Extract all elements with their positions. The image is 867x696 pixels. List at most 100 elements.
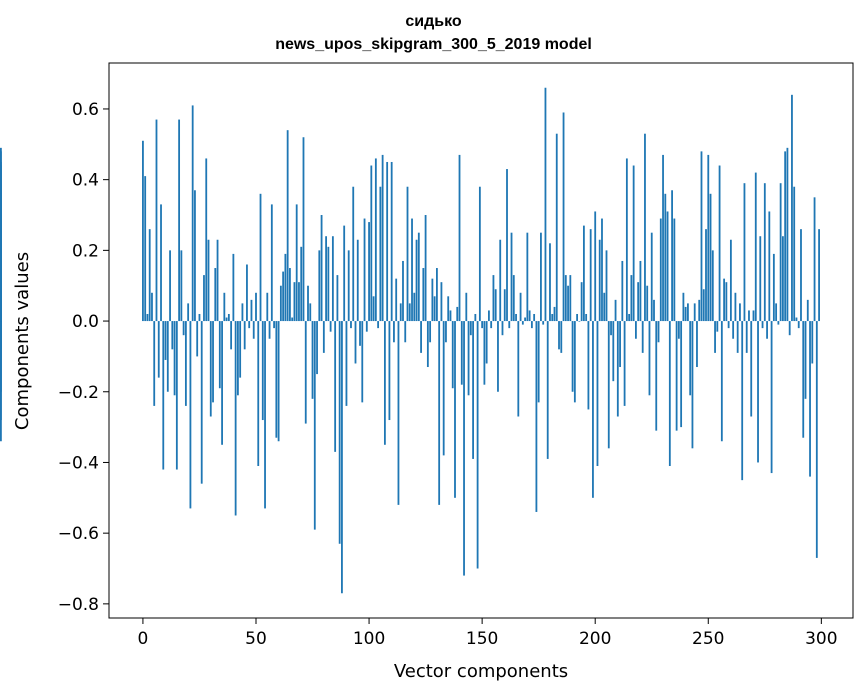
bar — [521, 321, 524, 325]
bar — [757, 321, 759, 463]
bar — [227, 313, 230, 322]
bar — [207, 239, 210, 322]
bar — [223, 292, 226, 322]
bar — [754, 172, 757, 322]
bar — [318, 250, 321, 322]
bar — [221, 321, 223, 445]
bar — [203, 275, 205, 322]
bar — [818, 229, 820, 322]
bar — [200, 321, 203, 484]
bar — [573, 321, 576, 403]
bar — [361, 321, 364, 403]
bar — [497, 321, 499, 392]
bar — [752, 310, 755, 322]
bar — [761, 321, 764, 329]
bar — [720, 321, 723, 442]
bar — [766, 321, 768, 339]
bar — [578, 321, 581, 322]
bar — [0, 193, 2, 322]
bar — [189, 321, 192, 509]
bar — [650, 232, 653, 322]
y-tick-label: 0.6 — [72, 100, 99, 120]
bar — [705, 229, 707, 322]
bar — [209, 321, 212, 417]
bar — [436, 268, 438, 322]
y-tick-label: −0.2 — [58, 383, 99, 403]
bar — [383, 321, 386, 445]
bar — [388, 321, 391, 421]
bar — [316, 321, 318, 375]
bar — [549, 243, 551, 322]
bar — [802, 321, 805, 438]
bar — [800, 229, 802, 322]
bar — [438, 321, 441, 505]
y-tick-label: 0.0 — [72, 312, 99, 332]
bar — [148, 229, 151, 322]
bar — [343, 225, 346, 322]
bar — [381, 154, 384, 322]
bar — [255, 292, 257, 322]
bar — [336, 275, 339, 322]
bar — [542, 321, 545, 325]
y-tick-label: −0.4 — [58, 453, 99, 473]
bar — [350, 321, 352, 329]
bar — [151, 292, 153, 322]
bar — [614, 299, 617, 322]
bar — [499, 239, 502, 322]
bar — [702, 289, 705, 322]
bar — [657, 321, 660, 343]
bar — [293, 282, 296, 322]
bar — [424, 215, 427, 322]
bar — [368, 222, 370, 322]
bar — [786, 147, 789, 322]
bar — [646, 285, 649, 322]
bar — [216, 239, 219, 322]
bar — [257, 321, 260, 466]
bar — [277, 321, 280, 442]
bar — [264, 321, 266, 509]
bar — [659, 218, 662, 322]
bar — [576, 313, 579, 322]
bar — [630, 275, 633, 322]
bar — [564, 275, 567, 322]
bar — [555, 133, 558, 322]
bar — [374, 158, 377, 322]
bar — [447, 296, 450, 322]
bar — [515, 313, 517, 322]
bar — [551, 313, 554, 322]
bar — [637, 282, 640, 322]
bar — [779, 183, 782, 322]
bar — [709, 193, 712, 322]
bar — [811, 321, 814, 364]
bar — [345, 321, 348, 406]
bar — [237, 321, 239, 396]
bar — [304, 321, 307, 424]
bar — [528, 310, 531, 322]
bar — [322, 321, 325, 353]
x-tick-label: 150 — [466, 629, 498, 649]
bar — [259, 193, 262, 322]
bar — [781, 236, 784, 322]
bar — [503, 289, 506, 322]
bar — [483, 321, 486, 385]
bar — [815, 321, 818, 558]
bar — [494, 289, 497, 322]
bar — [404, 321, 407, 343]
bar — [171, 321, 174, 350]
bar — [307, 285, 309, 322]
bar — [454, 321, 456, 498]
bar — [625, 158, 628, 322]
bar — [445, 321, 447, 343]
bar — [648, 321, 651, 396]
bar — [481, 321, 484, 329]
bar — [743, 183, 746, 322]
bar — [298, 282, 300, 322]
bar — [458, 154, 461, 322]
bar — [691, 321, 694, 449]
bar — [311, 321, 314, 399]
bar — [232, 253, 235, 322]
bar — [347, 250, 350, 322]
bar — [205, 158, 208, 322]
bar — [164, 321, 167, 360]
bar — [413, 292, 416, 322]
